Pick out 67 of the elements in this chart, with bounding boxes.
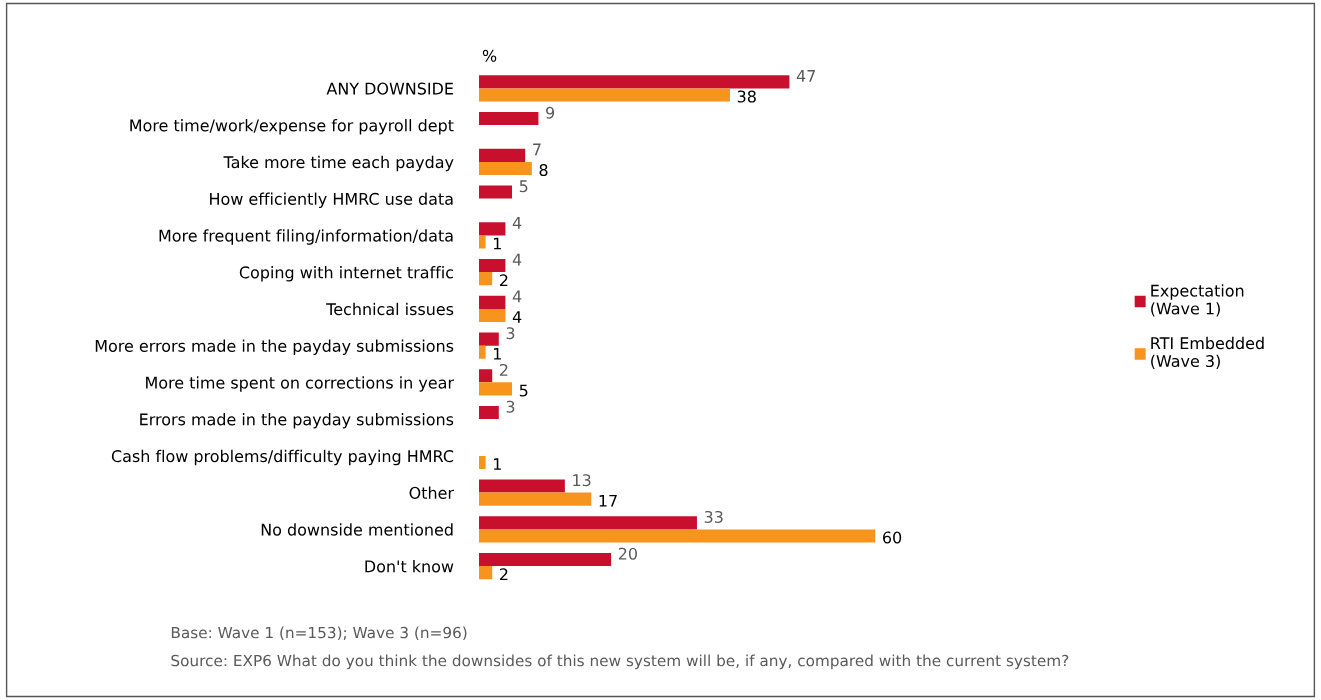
data-label: 4: [512, 311, 522, 323]
data-label: 3: [506, 400, 515, 413]
y-tick-label: Don't know: [365, 560, 454, 573]
data-label: 38: [737, 90, 756, 103]
data-label: 60: [883, 531, 902, 544]
data-label: 4: [512, 217, 522, 229]
bar: [478, 516, 697, 530]
data-label: 4: [512, 253, 522, 266]
y-tick-label: No downside mentioned: [261, 523, 453, 536]
bar: [478, 88, 730, 102]
data-label: 5: [519, 384, 528, 397]
bar: [478, 295, 506, 309]
text: Base: Wave 1 (n=153); Wave 3 (n=96): [171, 626, 467, 641]
data-label: 47: [796, 70, 815, 82]
y-tick-label: More time/work/expense for payroll dept: [130, 119, 454, 135]
bar: [478, 185, 513, 199]
bar: [478, 566, 493, 580]
y-tick-label: More frequent filing/information/data: [159, 229, 453, 245]
bar: [478, 148, 526, 162]
y-tick-label: Errors made in the payday submissions: [140, 413, 454, 429]
data-label: 17: [599, 494, 617, 507]
y-tick-label: Take more time each payday: [223, 155, 454, 172]
data-label: 2: [499, 363, 508, 376]
data-label: 5: [519, 180, 528, 193]
bar: [478, 111, 539, 126]
bar: [478, 369, 493, 383]
y-tick-label: More time spent on corrections in year: [146, 376, 454, 392]
legend-label: RTI Embedded (Wave 3): [1151, 336, 1264, 369]
bar: [478, 161, 532, 176]
bar: [478, 235, 486, 249]
bar: [478, 258, 506, 273]
bar: [478, 308, 506, 323]
y-tick-label: Technical issues: [326, 302, 454, 316]
bar: [478, 479, 565, 493]
data-label: 2: [499, 568, 508, 581]
bar: [478, 222, 506, 236]
bar: [478, 492, 592, 506]
y-tick-label: Cash flow problems/difficulty paying HMRC: [111, 449, 454, 466]
source-note: Source: EXP6 What do you think the downsides of this new system will be, if any, compared with the current system?: [171, 654, 1069, 670]
data-label: 4: [512, 290, 522, 303]
bar: [478, 552, 612, 567]
x-axis-title: %: [482, 49, 497, 62]
data-label: 3: [506, 327, 515, 340]
y-tick-label: Other: [409, 486, 454, 499]
y-tick-label: Coping with internet traffic: [239, 266, 454, 282]
bar: [478, 529, 876, 543]
data-label: 1: [493, 458, 501, 470]
legend-label: Expectation (Wave 1): [1151, 284, 1244, 317]
bar: [478, 455, 486, 470]
data-label: 1: [493, 347, 501, 360]
data-label: 1: [493, 237, 501, 250]
data-label: 8: [539, 163, 548, 177]
bar: [478, 345, 486, 359]
bar: [478, 272, 493, 286]
bar: [478, 405, 499, 420]
y-tick-label: ANY DOWNSIDE: [326, 82, 453, 95]
bar: [478, 382, 513, 396]
data-label: 2: [499, 274, 508, 287]
y-tick-label: More errors made in the payday submissions: [95, 339, 454, 356]
data-label: 13: [573, 474, 591, 487]
bar: [478, 75, 790, 89]
data-label: 9: [546, 106, 555, 119]
data-label: 20: [618, 547, 637, 560]
data-label: 33: [704, 510, 723, 523]
y-tick-label: How efficiently HMRC use data: [210, 192, 453, 209]
data-label: 7: [533, 143, 541, 156]
bar: [478, 332, 499, 346]
